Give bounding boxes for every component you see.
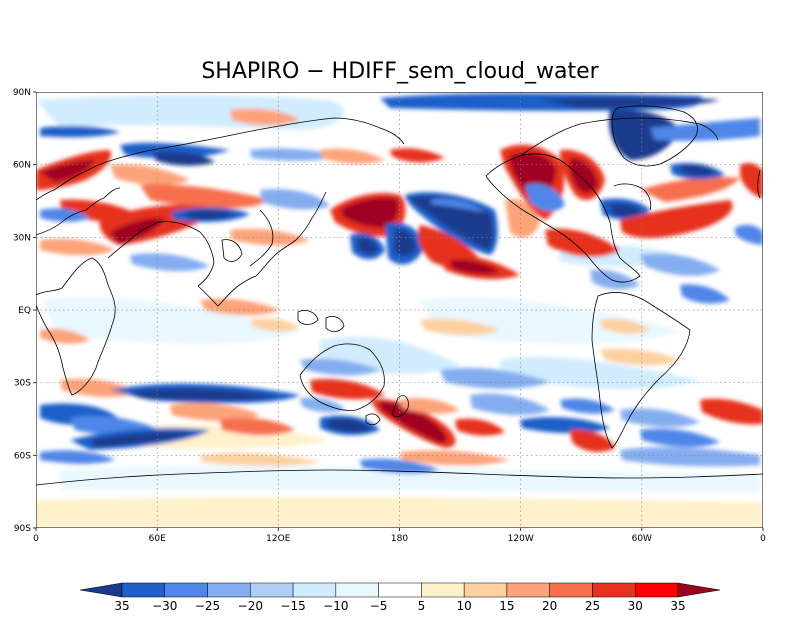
colorbar-label: 5 xyxy=(418,599,426,613)
lon-tick-label: 0 xyxy=(33,534,39,544)
lon-axis: 0 60E 12OE 180 120W 60W 0 xyxy=(33,528,766,544)
field-shading xyxy=(36,93,763,528)
colorbar-swatch xyxy=(506,582,550,598)
lat-tick-label: 90N xyxy=(13,88,31,98)
map-title: SHAPIRO − HDIFF_sem_cloud_water xyxy=(201,59,599,84)
lon-tick-label: 0 xyxy=(760,534,766,544)
colorbar-swatch xyxy=(592,582,636,598)
colorbar-label: 15 xyxy=(499,599,514,613)
lon-tick-label: 12OE xyxy=(266,534,291,544)
colorbar-label: −30 xyxy=(152,599,177,613)
colorbar-label: 10 xyxy=(457,599,472,613)
colorbar-label: 30 xyxy=(628,599,643,613)
lat-tick-label: 90S xyxy=(14,524,31,534)
colorbar-swatch xyxy=(421,582,465,598)
lon-tick-label: 180 xyxy=(391,534,408,544)
lon-tick-label: 120W xyxy=(508,534,534,544)
colorbar-swatch xyxy=(463,582,508,598)
lat-tick-label: 60S xyxy=(14,451,31,461)
colorbar: 35 −30 −25 −20 −15 −10 −5 5 10 15 20 25 30 35 xyxy=(79,582,721,613)
colorbar-swatch xyxy=(207,582,251,598)
map-panel xyxy=(36,92,763,528)
lat-tick-label: 30N xyxy=(13,233,31,243)
colorbar-swatch xyxy=(378,582,422,598)
coast-africa-europe xyxy=(36,257,116,396)
lat-tick-label: 60N xyxy=(13,161,31,171)
colorbar-label: 35 xyxy=(670,599,685,613)
graticule xyxy=(36,92,763,528)
colorbar-swatch xyxy=(634,582,679,598)
coast-south-america xyxy=(591,292,691,449)
coastlines xyxy=(36,105,763,486)
lat-tick-label: 30S xyxy=(14,379,31,389)
colorbar-over-triangle xyxy=(677,582,721,598)
coast-new-zealand xyxy=(391,395,409,418)
colorbar-label: −25 xyxy=(195,599,220,613)
coast-north-america xyxy=(485,153,641,283)
coast-australia xyxy=(299,343,385,411)
colorbar-swatch xyxy=(335,582,379,598)
colorbar-swatch xyxy=(292,582,337,598)
coast-antarctica xyxy=(36,469,763,486)
lon-tick-label: 60W xyxy=(632,534,652,544)
colorbar-swatch xyxy=(121,582,166,598)
coast-greenland xyxy=(611,105,698,167)
colorbar-label: 25 xyxy=(585,599,600,613)
colorbar-label: −15 xyxy=(280,599,305,613)
colorbar-label: 20 xyxy=(542,599,557,613)
lat-tick-label: EQ xyxy=(18,306,31,316)
colorbar-swatch xyxy=(250,582,294,598)
lon-tick-label: 60E xyxy=(149,534,166,544)
colorbar-swatch xyxy=(549,582,593,598)
colorbar-swatch xyxy=(164,582,208,598)
colorbar-label: −20 xyxy=(238,599,263,613)
colorbar-label: −10 xyxy=(323,599,348,613)
colorbar-label: −5 xyxy=(370,599,388,613)
colorbar-label: 35 xyxy=(114,599,129,613)
colorbar-under-triangle xyxy=(79,582,123,598)
lat-axis: 90N 60N 30N EQ 30S 60S 90S xyxy=(13,88,36,534)
